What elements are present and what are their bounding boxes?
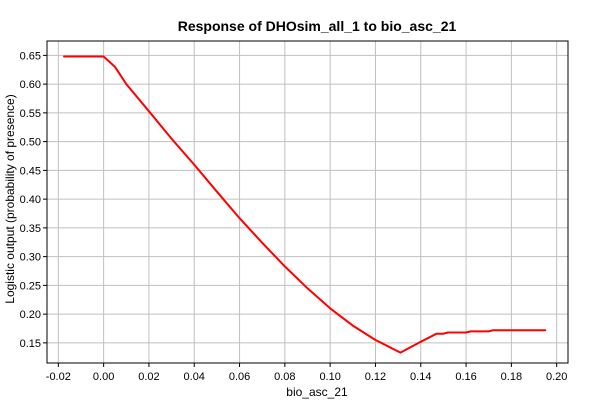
grid	[47, 41, 568, 363]
y-tick-label: 0.55	[20, 108, 41, 120]
chart-title: Response of DHOsim_all_1 to bio_asc_21	[178, 18, 457, 34]
x-tick-label: 0.08	[274, 371, 295, 383]
x-axis-label: bio_asc_21	[286, 385, 348, 399]
y-tick-label: 0.30	[20, 252, 41, 264]
y-tick-label: 0.40	[20, 194, 41, 206]
y-tick-label: 0.65	[20, 50, 41, 62]
x-tick-label: 0.16	[455, 371, 476, 383]
y-tick-label: 0.60	[20, 79, 41, 91]
x-tick-label: 0.18	[501, 371, 522, 383]
y-tick-label: 0.50	[20, 137, 41, 149]
x-tick-label: 0.10	[319, 371, 340, 383]
x-tick-label: -0.02	[46, 371, 71, 383]
x-tick-label: 0.00	[93, 371, 114, 383]
x-tick-label: 0.12	[365, 371, 386, 383]
x-tick-label: 0.20	[546, 371, 567, 383]
series-layer	[63, 55, 547, 354]
response-curve	[63, 55, 547, 354]
x-tick-label: 0.04	[184, 371, 205, 383]
y-axis-label: Logistic output (probability of presence…	[3, 94, 17, 303]
plot-area-frame	[46, 40, 569, 364]
x-tick-label: 0.06	[229, 371, 250, 383]
y-tick-label: 0.15	[20, 338, 41, 350]
x-tick-label: 0.02	[138, 371, 159, 383]
x-tick-label: 0.14	[410, 371, 431, 383]
y-tick-label: 0.25	[20, 280, 41, 292]
y-tick-label: 0.35	[20, 223, 41, 235]
tick-labels: -0.02 0.00 0.02 0.04 0.06 0.08 0.10 0.12 0.14 0.1…	[20, 50, 568, 383]
y-tick-label: 0.20	[20, 309, 41, 321]
y-tick-label: 0.45	[20, 165, 41, 177]
